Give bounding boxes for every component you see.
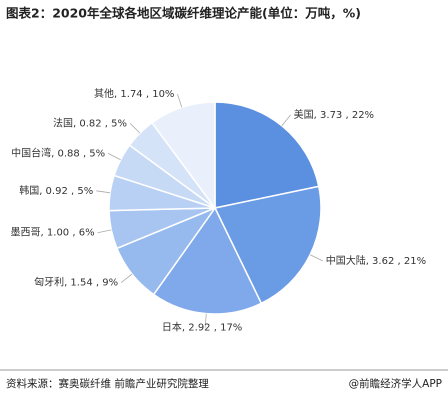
brand: @前瞻经济学人APP <box>349 377 442 390</box>
leader-line <box>97 229 112 234</box>
data-label: 墨西哥, 1.00 , 6% <box>11 227 95 239</box>
leader-line <box>177 93 183 108</box>
source: 资料来源：赛奥碳纤维 前瞻产业研究院整理 <box>6 377 209 390</box>
leader-line <box>204 313 207 328</box>
pie-slice <box>214 101 320 209</box>
chart-title: 图表2：2020年全球各地区域碳纤维理论产能(单位：万吨，%) <box>6 6 361 21</box>
pie-slice <box>150 101 216 211</box>
data-label: 美国, 3.73 , 22% <box>294 108 374 121</box>
data-label: 法国, 0.82 , 5% <box>53 116 127 129</box>
data-label: 韩国, 0.92 , 5% <box>19 184 93 197</box>
leader-line <box>281 114 291 126</box>
leader-line <box>309 254 323 262</box>
leader-line <box>96 190 111 194</box>
data-label: 匈牙利, 1.54 , 9% <box>34 276 118 289</box>
pie-slice <box>213 185 322 305</box>
data-label: 其他, 1.74 , 10% <box>94 87 174 100</box>
data-label: 中国大陆, 3.62 , 21% <box>326 254 426 267</box>
leader-line <box>107 152 121 161</box>
data-label: 日本, 2.92 , 17% <box>162 321 242 334</box>
pie-slice <box>152 206 263 315</box>
data-label: 中国台湾, 0.88 , 5% <box>11 146 105 159</box>
leader-line <box>129 122 141 134</box>
leader-line <box>120 273 133 284</box>
